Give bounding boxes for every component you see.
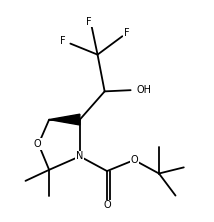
Text: O: O	[130, 155, 138, 165]
Text: F: F	[86, 16, 92, 27]
Text: F: F	[124, 28, 130, 38]
Text: O: O	[34, 139, 41, 149]
Polygon shape	[49, 114, 80, 125]
Text: F: F	[61, 36, 66, 46]
Text: N: N	[76, 151, 83, 161]
Text: OH: OH	[136, 85, 151, 95]
Text: O: O	[103, 200, 111, 210]
